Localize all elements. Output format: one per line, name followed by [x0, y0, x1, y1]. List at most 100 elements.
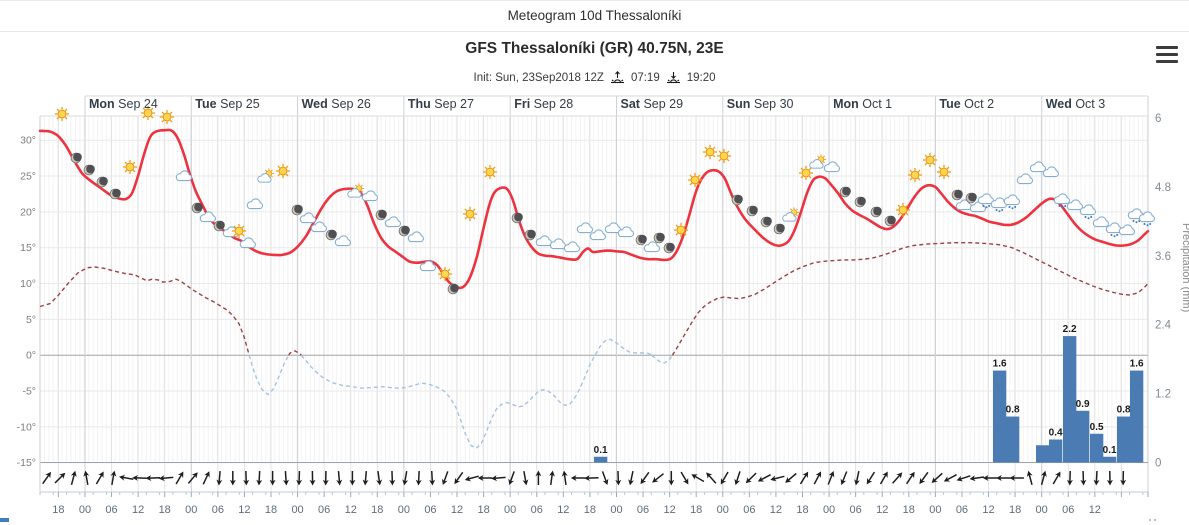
wind-arrow-icon — [199, 469, 213, 487]
time-label: 18 — [265, 504, 277, 516]
wind-arrow-icon — [837, 469, 851, 487]
sun-icon — [922, 152, 938, 168]
time-label: 00 — [610, 504, 622, 516]
precip-bar-label: 0.9 — [1076, 399, 1090, 410]
wind-arrow-icon — [547, 469, 557, 487]
wind-arrow-icon — [954, 472, 973, 484]
wind-arrow-icon — [782, 470, 799, 486]
moon-icon — [511, 212, 524, 224]
precip-axis-title: Precipitation (mm) — [1180, 223, 1189, 312]
time-label: 06 — [743, 504, 755, 516]
day-label: Sat Sep 29 — [621, 97, 684, 111]
wind-arrow-icon — [1065, 470, 1074, 487]
time-label: 06 — [1062, 504, 1074, 516]
precip-axis-label: 3.6 — [1155, 251, 1171, 263]
sun-icon — [702, 144, 718, 160]
time-scrollbar[interactable] — [0, 518, 9, 522]
moon-icon — [635, 234, 648, 246]
wind-arrow-icon — [229, 470, 237, 487]
wind-arrow-icon — [334, 470, 344, 487]
wind-arrow-icon — [968, 473, 986, 483]
moon-icon — [870, 206, 883, 218]
temperature-line — [38, 128, 1150, 290]
time-label: 18 — [52, 504, 64, 516]
day-label: Sun Sep 30 — [727, 97, 794, 111]
time-label: 00 — [398, 504, 410, 516]
precip-bar-label: 1.6 — [993, 359, 1007, 370]
moon-icon — [653, 232, 666, 244]
menu-button[interactable] — [1156, 46, 1178, 63]
wind-arrow-icon — [598, 469, 612, 487]
precip-axis-label: 1.2 — [1155, 389, 1171, 401]
time-label: 18 — [584, 504, 596, 516]
precip-bar — [993, 370, 1007, 463]
header-divider — [0, 31, 1189, 32]
wind-arrow-icon — [93, 469, 107, 487]
wind-arrow-icon — [755, 471, 773, 485]
time-label: 06 — [212, 504, 224, 516]
precip-bar-label: 0.1 — [1103, 445, 1117, 456]
wind-arrow-icon — [255, 470, 264, 487]
precip-axis-label: 6 — [1155, 113, 1161, 125]
precip-bar-label: 0.8 — [1006, 405, 1020, 416]
feels-like-line — [248, 354, 290, 396]
temp-axis-label: 15° — [20, 242, 36, 254]
temp-axis-label: 25° — [20, 171, 36, 183]
time-label: 00 — [717, 504, 729, 516]
precip-bar-label: 0.1 — [594, 445, 608, 456]
wind-arrow-icon — [39, 469, 55, 487]
suncloud-icon — [258, 168, 274, 182]
time-label: 18 — [159, 504, 171, 516]
suncloud-icon — [783, 207, 799, 221]
time-label: 18 — [371, 504, 383, 516]
precip-bar — [594, 456, 608, 463]
precip-bar — [1090, 433, 1104, 463]
wind-arrow-icon — [1024, 469, 1036, 487]
time-label: 18 — [903, 504, 915, 516]
wind-arrow-icon — [414, 470, 423, 487]
cloud-icon — [1092, 216, 1109, 228]
wind-arrow-icon — [703, 469, 719, 486]
wind-arrow-icon — [614, 470, 623, 487]
page-title: Meteogram 10d Thessaloníki — [507, 8, 682, 23]
wind-arrow-icon — [995, 474, 1012, 482]
time-label: 06 — [531, 504, 543, 516]
wind-arrow-icon — [810, 469, 825, 487]
time-label: 06 — [956, 504, 968, 516]
cloud-icon — [604, 222, 621, 234]
wind-arrow-icon — [916, 469, 932, 487]
sunrise-time: 07:19 — [630, 71, 660, 84]
sun-icon — [673, 222, 689, 238]
wind-arrow-icon — [172, 469, 187, 487]
precip-bar — [1117, 416, 1131, 463]
wind-arrow-icon — [81, 469, 92, 487]
time-label: 18 — [690, 504, 702, 516]
time-label: 00 — [504, 504, 516, 516]
time-label: 12 — [451, 504, 463, 516]
temp-axis-label: 0° — [26, 350, 36, 362]
wind-arrow-icon — [185, 469, 201, 487]
temp-axis-label: 10° — [20, 278, 36, 290]
precip-bar — [1049, 439, 1063, 463]
sunrise-icon — [610, 71, 624, 84]
day-label: Mon Oct 1 — [833, 97, 892, 111]
precip-bar — [1130, 370, 1144, 463]
cloud-icon — [361, 190, 378, 202]
wind-arrow-icon — [361, 470, 371, 487]
time-label: 06 — [637, 504, 649, 516]
wind-arrow-icon — [131, 473, 148, 482]
cloud-icon — [334, 235, 351, 247]
time-label: 06 — [850, 504, 862, 516]
wind-arrow-icon — [520, 469, 531, 487]
wind-arrow-icon — [308, 470, 317, 487]
sun-icon — [159, 109, 175, 125]
wind-arrow-icon — [717, 469, 732, 487]
wind-arrow-icon — [439, 469, 452, 487]
wind-arrow-icon — [400, 469, 411, 487]
moon-icon — [398, 225, 411, 237]
wind-arrow-icon — [463, 472, 481, 484]
wind-arrow-icon — [824, 469, 838, 487]
sun-icon — [231, 223, 247, 239]
